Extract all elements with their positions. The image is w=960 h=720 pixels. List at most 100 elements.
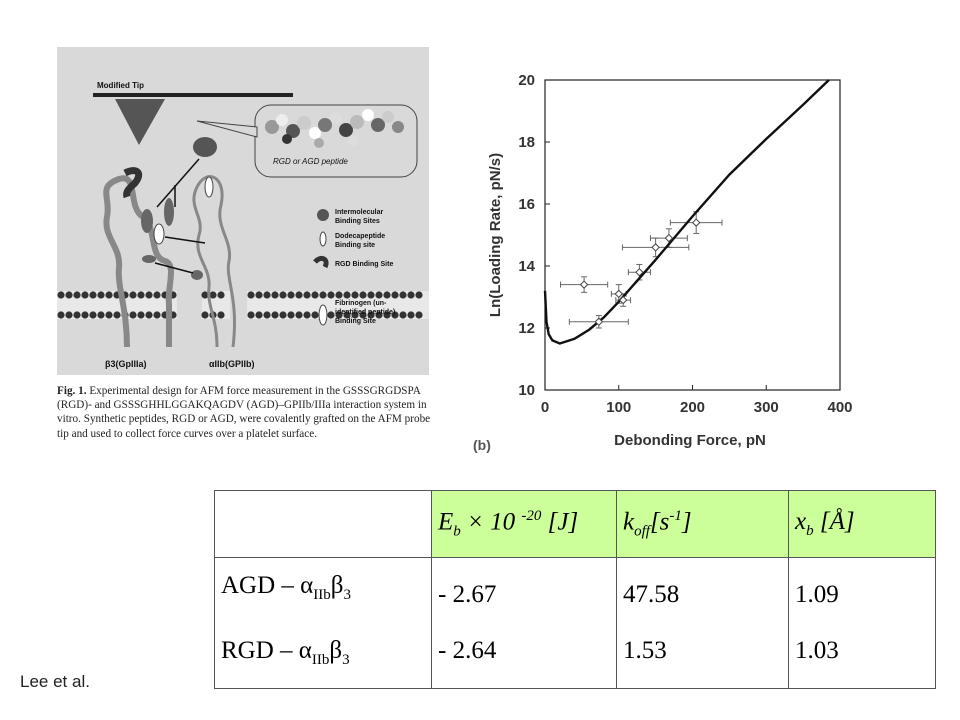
peptide-label: RGD or AGD peptide <box>273 157 348 166</box>
lipid-head <box>327 291 335 299</box>
lipid-head <box>97 291 105 299</box>
lipid-head <box>73 311 81 319</box>
lipid-head <box>137 291 145 299</box>
lipid-head <box>367 311 375 319</box>
lipid-head <box>263 311 271 319</box>
lipid-head <box>65 291 73 299</box>
lipid-head <box>247 311 255 319</box>
svg-text:Binding Site: Binding Site <box>335 318 376 325</box>
lipid-head <box>399 311 407 319</box>
table-row-labels: AGD – αIIbβ3 RGD – αIIbβ3 <box>214 557 432 689</box>
alpha-iib-chain <box>192 175 237 348</box>
lipid-head <box>65 311 73 319</box>
table-koff-values: 47.58 1.53 <box>616 557 789 689</box>
lipid-head <box>137 311 145 319</box>
figure-caption: Fig. 1. Experimental design for AFM forc… <box>57 384 437 441</box>
lipid-head <box>255 311 263 319</box>
afm-tip-triangle <box>115 99 165 145</box>
lipid-head <box>335 291 343 299</box>
lipid-head <box>311 291 319 299</box>
fit-curve <box>543 79 830 345</box>
y-axis-label: Ln(Loading Rate, pN/s) <box>487 153 504 317</box>
lipid-head <box>407 311 415 319</box>
lipid-head <box>375 311 383 319</box>
diagram-legend: Intermolecular Binding Sites Dodecapepti… <box>313 209 395 326</box>
lipid-head <box>359 311 367 319</box>
intermolecular-site-3 <box>164 198 174 226</box>
agd-koff: 47.58 <box>623 581 680 608</box>
svg-text:RGD Binding Site: RGD Binding Site <box>335 261 393 268</box>
lipid-head <box>263 291 271 299</box>
interaction-arrows <box>154 158 206 274</box>
svg-text:identified peptide): identified peptide) <box>335 309 395 316</box>
parameters-table: Eb × 10 -20 [J] koff[s-1] xb [Å] AGD – α… <box>214 490 936 689</box>
lipid-head <box>343 311 351 319</box>
lipid-head <box>57 291 65 299</box>
intermolecular-site-5 <box>191 270 203 280</box>
data-point <box>618 295 628 305</box>
lipid-head <box>217 311 225 319</box>
plot-frame <box>544 79 841 391</box>
row-label-agd: AGD – αIIbβ3 <box>221 572 351 603</box>
lipid-head <box>391 311 399 319</box>
callout-pointer <box>196 120 258 138</box>
lipid-head <box>153 291 161 299</box>
lipid-head <box>73 291 81 299</box>
data-point <box>579 280 589 289</box>
svg-text:Binding site: Binding site <box>335 242 375 249</box>
lipid-head <box>279 311 287 319</box>
x-tick-label: 100 <box>606 399 631 416</box>
table-header-row: Eb × 10 -20 [J] koff[s-1] xb [Å] <box>214 490 936 558</box>
lipid-head <box>383 291 391 299</box>
lipid-head <box>201 311 209 319</box>
tip-label: Modified Tip <box>97 81 144 90</box>
intermolecular-site-1 <box>193 137 217 157</box>
lipid-head <box>81 311 89 319</box>
lipid-head <box>351 291 359 299</box>
loading-rate-plot: 0 100 200 300 400 10 12 14 16 18 20 Debonding Forc… <box>473 72 853 453</box>
lipid-head <box>271 291 279 299</box>
y-tick-label: 18 <box>518 134 535 151</box>
lipid-head <box>295 311 303 319</box>
lipid-head <box>383 311 391 319</box>
lipid-head <box>81 291 89 299</box>
lipid-head <box>279 291 287 299</box>
y-tick-label: 10 <box>518 382 535 399</box>
lipid-head <box>113 311 121 319</box>
lipid-head <box>89 291 97 299</box>
row-label-rgd: RGD – αIIbβ3 <box>221 637 350 668</box>
lipid-head <box>343 291 351 299</box>
rgd-eb: - 2.64 <box>438 637 497 664</box>
lipid-head <box>415 311 423 319</box>
lipid-head <box>399 291 407 299</box>
x-tick-label: 400 <box>827 399 852 416</box>
rgd-xb: 1.03 <box>795 637 839 664</box>
agd-eb: - 2.67 <box>438 581 497 608</box>
intermolecular-site-2 <box>141 209 153 233</box>
y-tick-label: 16 <box>518 196 535 213</box>
axis-ticks: 0 100 200 300 400 10 12 14 16 18 20 <box>518 72 852 416</box>
table-header-empty <box>214 490 432 558</box>
x-tick-label: 300 <box>754 399 779 416</box>
lipid-head <box>375 291 383 299</box>
table-header-koff: koff[s-1] <box>616 490 789 558</box>
beta3-label: β3(GpIIIa) <box>105 359 147 369</box>
lipid-head <box>295 291 303 299</box>
lipid-head <box>303 311 311 319</box>
lipid-head <box>105 291 113 299</box>
rgd-site <box>123 167 143 199</box>
peptide-molecule <box>265 109 404 148</box>
lipid-head <box>247 291 255 299</box>
data-point <box>691 218 701 227</box>
lipid-head <box>97 311 105 319</box>
data-point <box>635 267 644 277</box>
x-tick-label: 200 <box>680 399 705 416</box>
credit-text: Lee et al. <box>20 672 90 691</box>
lipid-head <box>311 311 319 319</box>
table-header-xb: xb [Å] <box>788 490 936 558</box>
lipid-heads <box>57 291 423 319</box>
x-axis-label: Debonding Force, pN <box>614 432 766 449</box>
lipid-head <box>217 291 225 299</box>
lipid-head <box>271 311 279 319</box>
data-point <box>594 317 604 327</box>
